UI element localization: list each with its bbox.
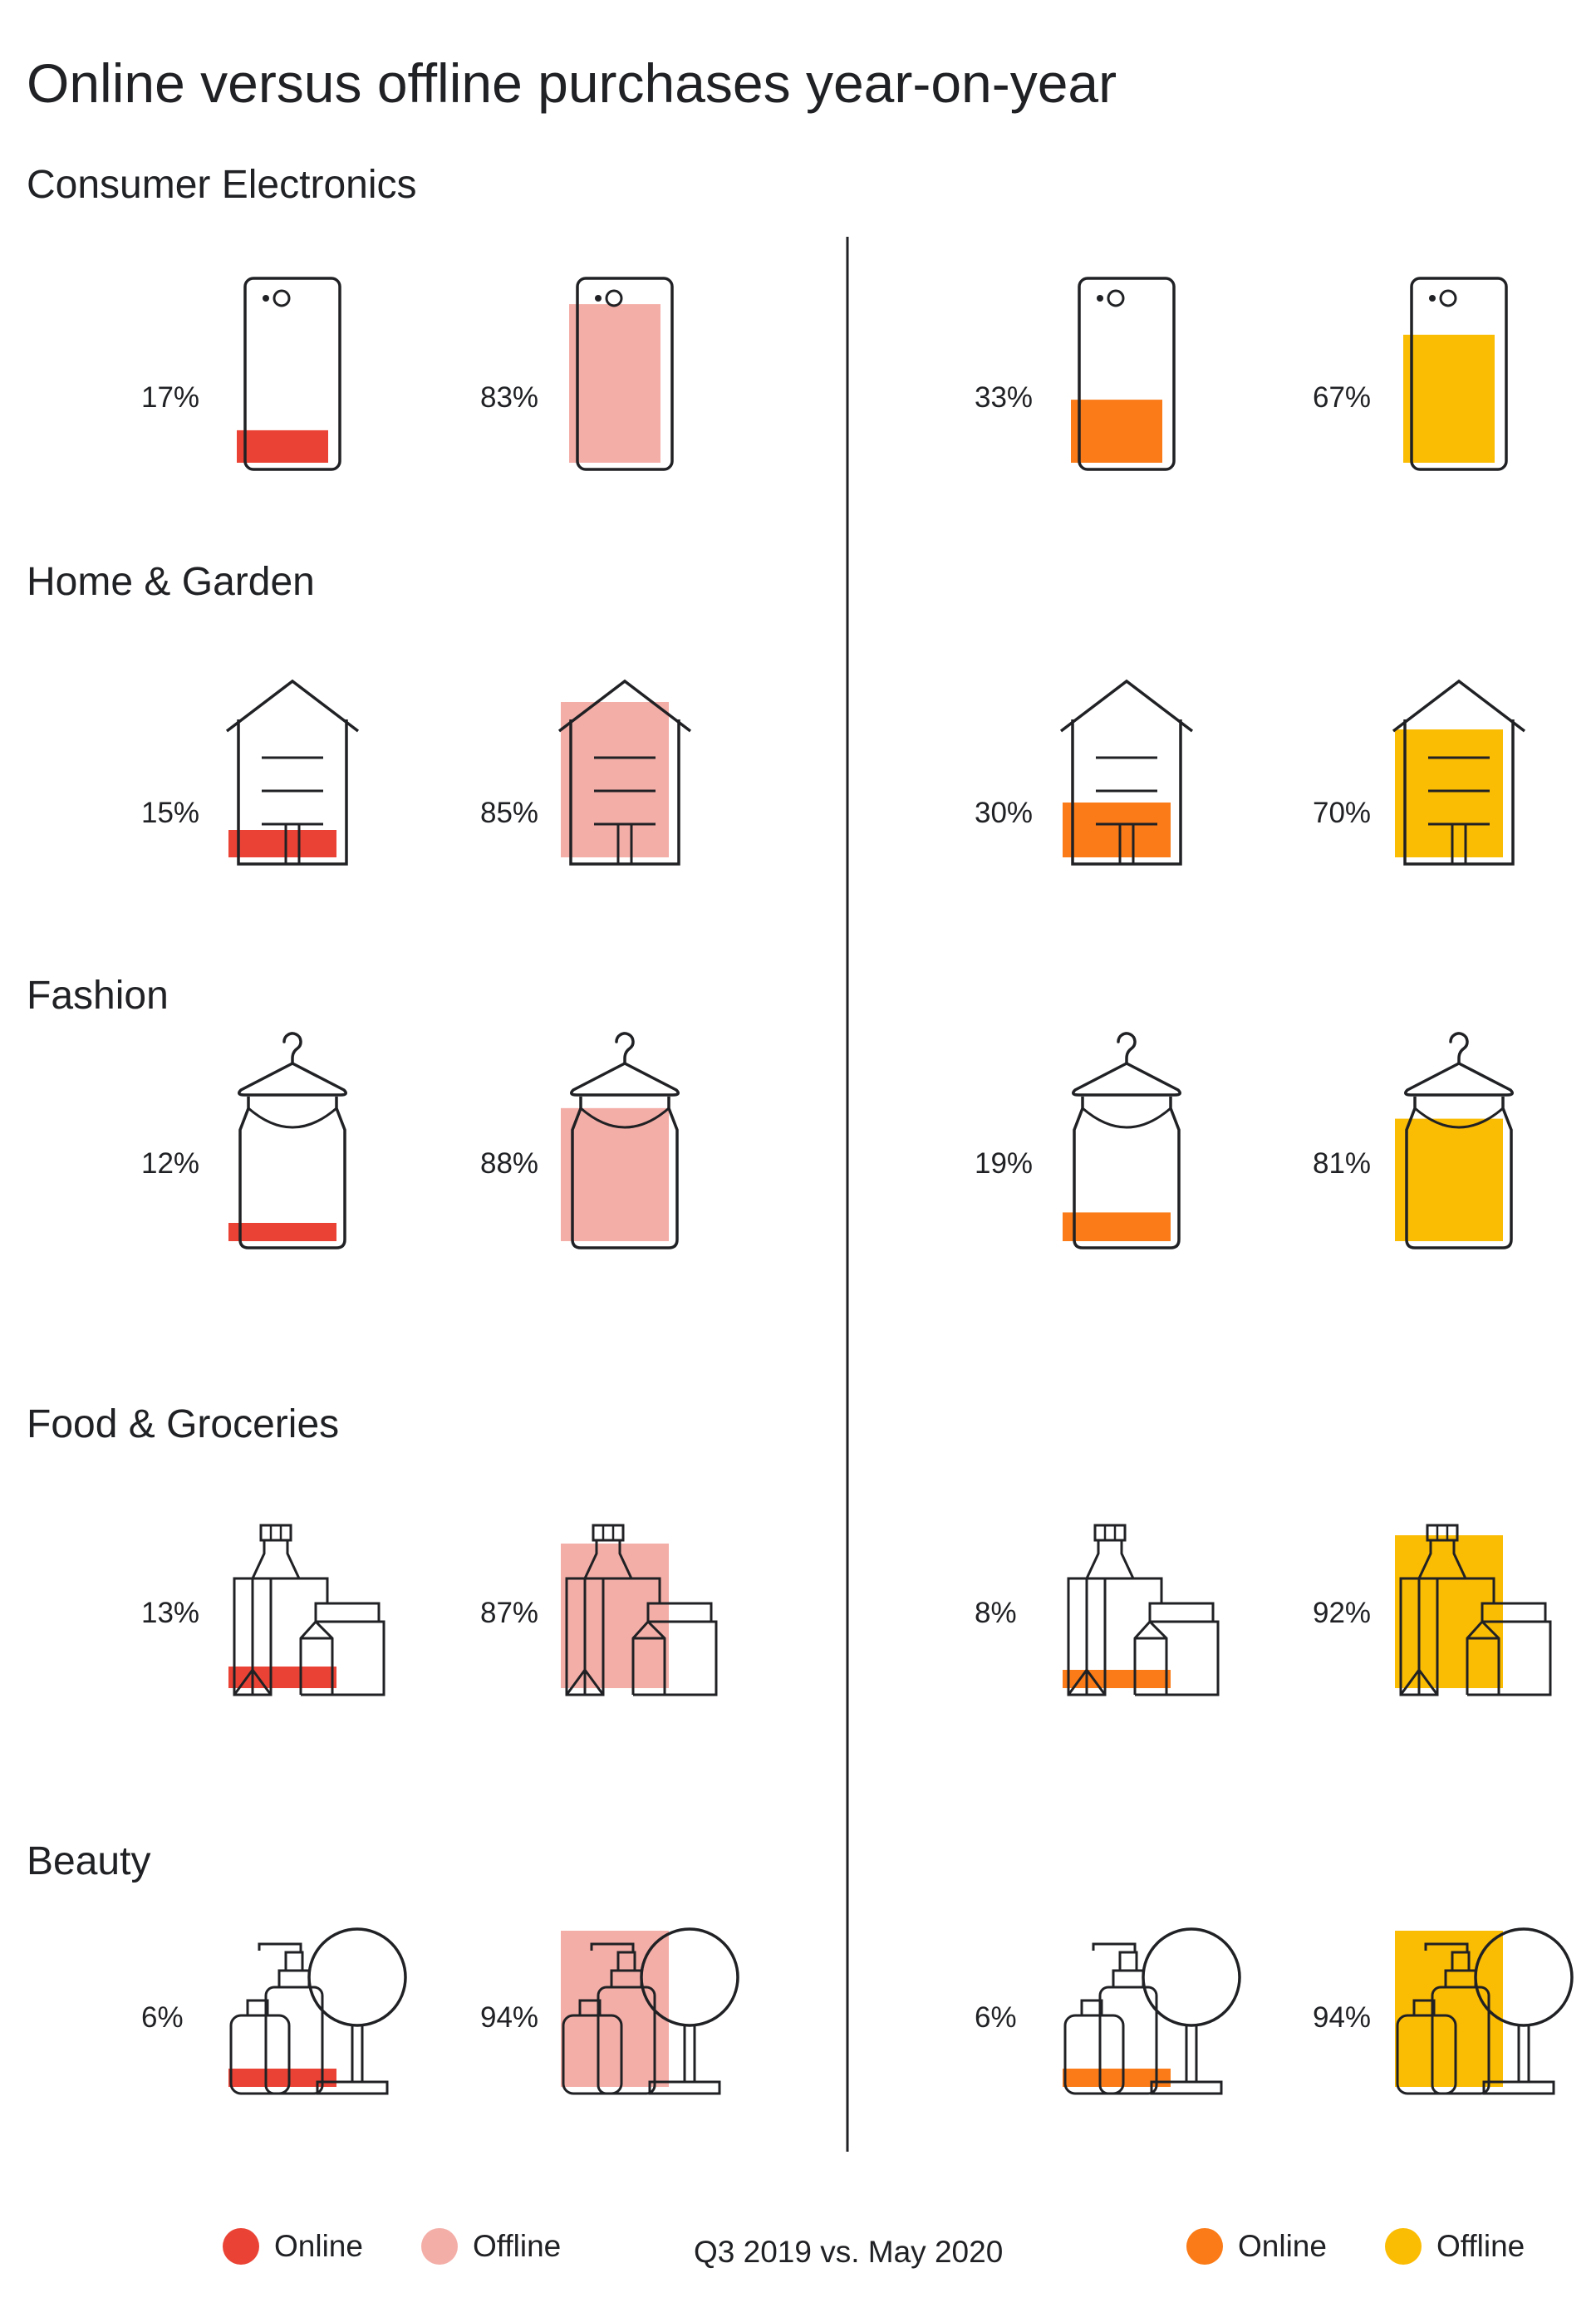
house-icon <box>1059 679 1194 866</box>
icon-cell-online: 12% <box>141 1032 347 1249</box>
legend-swatch-online <box>1186 2228 1223 2265</box>
house-icon <box>1392 679 1526 866</box>
value-fill-online <box>1063 1212 1171 1241</box>
legend-item-online: Online <box>1186 2228 1327 2265</box>
beauty-products-icon <box>1396 1927 1574 2095</box>
value-fill-offline <box>561 702 669 857</box>
value-label-offline: 88% <box>480 1147 538 1180</box>
value-fill-offline <box>561 1107 669 1241</box>
value-label-online: 15% <box>141 797 199 829</box>
legend-may-2020: Online Offline <box>1186 2228 1525 2265</box>
legend-label-online: Online <box>274 2229 363 2263</box>
icon-cell-offline: 94% <box>480 1927 739 2095</box>
groceries-icon <box>565 1524 718 1696</box>
phone-icon <box>1410 277 1508 471</box>
value-fill-offline <box>1403 334 1495 463</box>
value-fill-online <box>228 830 336 857</box>
legend-swatch-online <box>223 2228 259 2265</box>
category-title: Beauty <box>27 1839 150 1883</box>
legend-item-offline: Offline <box>1384 2228 1525 2265</box>
hanger-dress-icon <box>1072 1032 1181 1249</box>
legend-item-online: Online <box>223 2228 363 2265</box>
beauty-products-icon <box>562 1927 739 2095</box>
chart-title: Online versus offline purchases year-on-… <box>27 52 1117 114</box>
value-label-online: 33% <box>975 381 1033 414</box>
icon-cell-online: 6% <box>141 1927 407 2095</box>
legend-swatch-offline <box>420 2228 458 2265</box>
value-fill-online <box>228 2069 336 2087</box>
icon-cell-offline: 70% <box>1313 679 1526 866</box>
phone-icon <box>576 277 674 471</box>
icon-cell-online: 15% <box>141 679 360 866</box>
value-fill-online <box>228 1223 336 1241</box>
legend-item-offline: Offline <box>420 2228 562 2265</box>
value-fill-online <box>1071 400 1162 463</box>
icon-cell-online: 17% <box>141 277 341 471</box>
hanger-dress-icon <box>570 1032 680 1249</box>
value-label-offline: 70% <box>1313 797 1371 829</box>
value-label-online: 19% <box>975 1147 1033 1180</box>
icon-cell-offline: 85% <box>480 679 692 866</box>
value-label-offline: 67% <box>1313 381 1371 414</box>
icon-cell-online: 30% <box>975 679 1194 866</box>
icon-cell-offline: 92% <box>1313 1524 1552 1696</box>
legend-label-online: Online <box>1238 2229 1327 2263</box>
category-title: Food & Groceries <box>27 1402 339 1446</box>
icon-cell-online: 33% <box>975 277 1176 471</box>
beauty-products-icon <box>229 1927 407 2095</box>
phone-icon <box>243 277 341 471</box>
house-icon <box>225 679 360 866</box>
icon-cell-offline: 88% <box>480 1032 680 1249</box>
icon-cell-online: 13% <box>141 1524 385 1696</box>
period-caption: Q3 2019 vs. May 2020 <box>694 2235 1004 2269</box>
icon-cell-offline: 87% <box>480 1524 718 1696</box>
value-fill-offline <box>561 1544 669 1688</box>
phone-icon <box>1078 277 1176 471</box>
legend-label-offline: Offline <box>472 2229 562 2263</box>
icon-cell-offline: 83% <box>480 277 674 471</box>
hanger-dress-icon <box>238 1032 347 1249</box>
icon-cell-offline: 81% <box>1313 1032 1514 1249</box>
legend-q3-2019: Online Offline <box>223 2228 561 2265</box>
hanger-dress-icon <box>1404 1032 1514 1249</box>
value-label-offline: 94% <box>480 2001 538 2034</box>
category-title: Consumer Electronics <box>27 163 417 207</box>
value-label-offline: 87% <box>480 1597 538 1629</box>
value-fill-online <box>1063 803 1171 857</box>
value-label-online: 13% <box>141 1597 199 1629</box>
value-fill-offline <box>1395 1535 1503 1688</box>
icon-cell-online: 8% <box>975 1524 1220 1696</box>
value-label-online: 6% <box>975 2001 1017 2034</box>
groceries-icon <box>1399 1524 1552 1696</box>
value-label-online: 6% <box>141 2001 184 2034</box>
value-fill-offline <box>1395 729 1503 857</box>
value-label-offline: 85% <box>480 797 538 829</box>
value-label-online: 17% <box>141 381 199 414</box>
icon-cell-online: 19% <box>975 1032 1181 1249</box>
icon-cell-online: 6% <box>975 1927 1241 2095</box>
beauty-products-icon <box>1063 1927 1241 2095</box>
value-label-offline: 94% <box>1313 2001 1371 2034</box>
icon-cell-offline: 94% <box>1313 1927 1574 2095</box>
value-fill-offline <box>1395 1118 1503 1241</box>
groceries-icon <box>1067 1524 1220 1696</box>
value-label-online: 12% <box>141 1147 199 1180</box>
value-label-offline: 83% <box>480 381 538 414</box>
value-label-online: 8% <box>975 1597 1017 1629</box>
value-label-offline: 92% <box>1313 1597 1371 1629</box>
value-fill-online <box>228 1667 336 1688</box>
value-label-offline: 81% <box>1313 1147 1371 1180</box>
groceries-icon <box>233 1524 385 1696</box>
legend-label-offline: Offline <box>1436 2229 1525 2263</box>
category-title: Fashion <box>27 974 169 1018</box>
value-label-online: 30% <box>975 797 1033 829</box>
value-fill-offline <box>569 304 660 463</box>
value-fill-online <box>237 430 328 463</box>
category-title: Home & Garden <box>27 560 315 604</box>
house-icon <box>557 679 692 866</box>
value-fill-online <box>1063 2069 1171 2087</box>
icon-cell-offline: 67% <box>1313 277 1508 471</box>
legend-swatch-offline <box>1384 2228 1422 2265</box>
